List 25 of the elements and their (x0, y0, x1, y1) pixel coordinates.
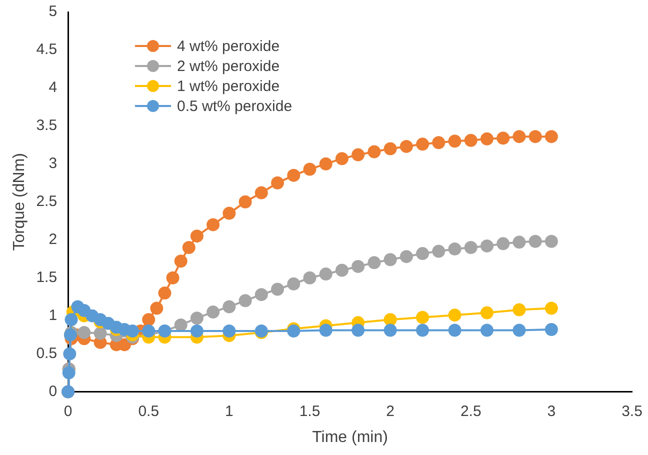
y-tick-label: 0.5 (36, 344, 58, 362)
legend-label: 2 wt% peroxide (177, 58, 280, 74)
y-tick-label: 2.5 (36, 193, 58, 210)
y-tick-label: 4 (48, 79, 58, 96)
y-tick-label: 5 (48, 3, 58, 20)
legend-label: 1 wt% peroxide (177, 78, 280, 94)
y-tick-label: 4.5 (36, 41, 58, 58)
y-tick-label: 3 (48, 155, 58, 172)
legend-label: 4 wt% peroxide (177, 38, 280, 54)
y-tick-label: 2 (48, 231, 58, 248)
x-axis-title: Time (min) (312, 428, 388, 446)
x-tick-label: 0 (64, 402, 72, 420)
y-tick-label: 3.5 (36, 117, 58, 134)
x-tick-label: 2 (386, 402, 394, 420)
legend-label: 0.5 wt% peroxide (177, 98, 292, 114)
x-tick-label: 3 (547, 402, 556, 420)
y-tick-label: 1 (48, 306, 58, 324)
y-axis-title: Torque (dNm) (11, 152, 28, 251)
x-tick-label: 1 (225, 402, 234, 420)
x-tick-label: 0.5 (138, 402, 160, 420)
y-tick-label: 0 (48, 382, 58, 400)
x-tick-label: 3.5 (622, 402, 642, 420)
x-tick-label: 1.5 (299, 402, 320, 420)
y-tick-label: 1.5 (36, 269, 58, 286)
x-tick-label: 2.5 (460, 402, 482, 420)
